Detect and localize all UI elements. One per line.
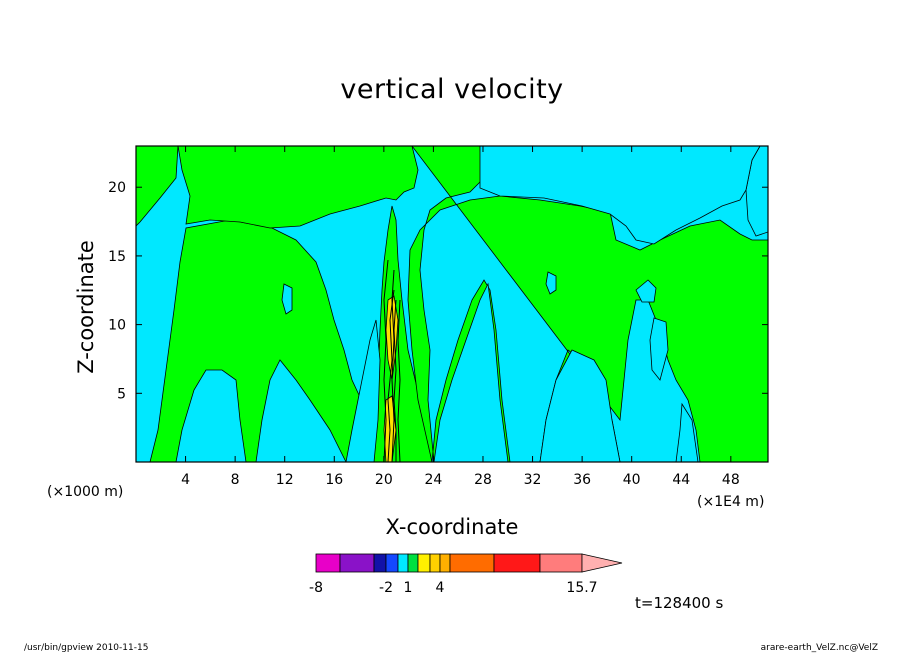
contour-line [383,259,389,462]
colorbar: -8 -2 1 4 15.7 [309,553,623,596]
x-axis: 4 8 12 16 20 24 28 32 36 40 44 48 [181,146,740,488]
contour-line [391,269,395,462]
column-left-negative [345,319,381,462]
x-axis-unit-left: (×1000 m) [47,484,124,500]
y-tick-label: 5 [117,386,126,402]
upper-left-positive-region [136,146,179,227]
colorbar-label: -8 [309,580,323,596]
colorbar-label: 4 [436,580,445,596]
x-tick-label: 28 [474,472,492,488]
top-positive-band [177,146,419,229]
small-right-negative [675,402,699,462]
colorbar-extend-arrow [581,553,623,573]
y-axis: 5 10 15 20 [108,180,768,402]
y-tick-label: 15 [108,249,126,265]
x-tick-label: 8 [231,472,240,488]
x-axis-label: X-coordinate [385,515,519,539]
x-tick-label: 40 [623,472,641,488]
left-positive-plume [149,219,379,462]
colorbar-label: -2 [379,580,393,596]
colorbar-label: 15.7 [566,580,597,596]
x-tick-label: 32 [524,472,542,488]
colorbar-segment [339,553,375,573]
colorbar-segment [449,553,495,573]
contour-lines [383,259,401,462]
negative-island-a [545,271,557,295]
x-tick-label: 12 [276,472,294,488]
footer-file-variable: arare-earth_VelZ.nc@VelZ [760,643,878,653]
negative-island-b [281,283,293,315]
x-tick-label: 20 [375,472,393,488]
colorbar-segment [417,553,431,573]
colorbar-label: 1 [404,580,413,596]
contour-line [393,299,397,462]
x-tick-label: 44 [672,472,690,488]
lower-center-negative [433,282,509,462]
x-tick-label: 36 [573,472,591,488]
contour-line [397,299,401,462]
x-tick-label: 16 [325,472,343,488]
negative-island-c [649,317,669,381]
time-annotation: t=128400 s [635,594,724,612]
contour-line [387,289,395,462]
top-right-negative [479,146,761,245]
chart-title: vertical velocity [340,74,564,105]
colorbar-segment [439,553,451,573]
contour-field [136,146,768,462]
x-axis-unit-right: (×1E4 m) [697,494,765,510]
colorbar-segment [373,553,387,573]
negative-island-d [635,279,657,303]
y-tick-label: 10 [108,318,126,334]
colorbar-segment [315,553,341,573]
x-tick-label: 24 [424,472,442,488]
plot-frame [135,145,769,463]
colorbar-segment [429,553,441,573]
x-tick-label: 48 [722,472,740,488]
y-axis-label: Z-coordinate [74,240,98,374]
footer-program-date: /usr/bin/gpview 2010-11-15 [24,643,149,653]
y-tick-label: 20 [108,180,126,196]
colorbar-segment [385,553,399,573]
colorbar-segment [397,553,409,573]
colorbar-segment [407,553,419,573]
x-tick-label: 4 [181,472,190,488]
colorbar-segment [493,553,541,573]
mid-right-negative [539,349,621,462]
colorbar-segment [539,553,583,573]
